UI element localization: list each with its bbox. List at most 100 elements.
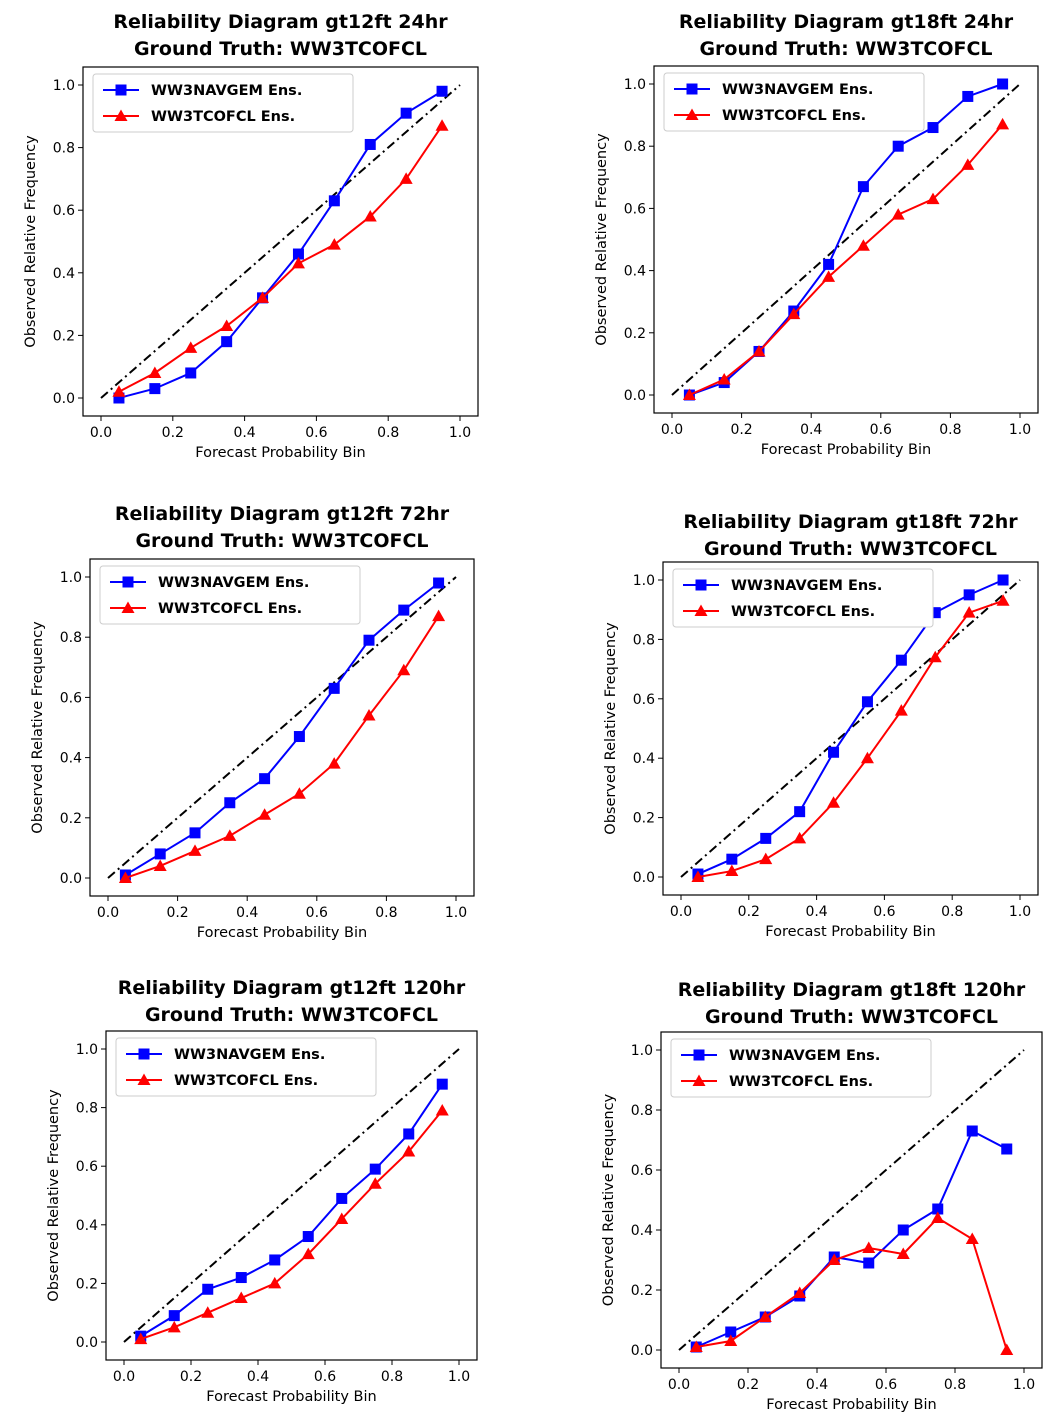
data-point-square	[963, 589, 975, 601]
data-point-triangle	[961, 158, 975, 170]
perfect-reliability-line	[678, 1049, 1025, 1351]
data-point-triangle	[134, 1332, 148, 1345]
data-point-triangle	[184, 341, 198, 353]
chart-panel-6: Reliability Diagram gt18ft 120hr Ground T…	[601, 979, 1043, 1413]
data-point-triangle	[432, 609, 446, 622]
data-point-square	[436, 1078, 448, 1090]
y-tick-label: 0.8	[631, 1103, 653, 1119]
data-point-triangle	[291, 256, 305, 269]
y-axis-label: Observed Relative Frequency	[603, 622, 619, 835]
y-tick-label: 1.0	[624, 77, 646, 93]
data-point-square	[302, 1231, 314, 1243]
x-tick-label: 0.0	[90, 425, 112, 441]
legend: WW3NAVGEM Ens. WW3TCOFCL Ens.	[672, 568, 934, 628]
y-tick-label: 0.4	[624, 264, 646, 280]
plot-frame	[653, 65, 1039, 414]
chart-title: Reliability Diagram gt12ft 120hr	[118, 977, 466, 999]
data-point-square	[403, 1128, 415, 1140]
series-ww3tcofcl	[691, 594, 1010, 882]
y-tick-label: 0.6	[53, 203, 75, 219]
x-axis-label: Forecast Probability Bin	[206, 1389, 376, 1405]
x-tick-label: 0.0	[661, 422, 683, 438]
data-point-triangle	[363, 209, 377, 222]
data-point-triangle	[928, 650, 942, 663]
data-point-triangle	[962, 606, 976, 618]
data-point-square	[369, 1163, 381, 1175]
data-point-square	[897, 1224, 909, 1236]
data-point-triangle	[758, 1310, 772, 1322]
y-axis-label: Observed Relative Frequency	[30, 621, 46, 834]
data-point-triangle	[793, 1286, 807, 1298]
x-tick-label: 0.8	[944, 1377, 966, 1393]
y-tick-label: 0.6	[76, 1159, 98, 1175]
perfect-reliability-line	[107, 576, 457, 879]
data-point-triangle	[965, 1232, 979, 1244]
series-line	[124, 582, 440, 876]
x-tick-label: 0.6	[875, 1377, 897, 1393]
data-point-square	[794, 806, 806, 818]
y-tick-label: 0.0	[60, 871, 82, 887]
series-line	[140, 1083, 444, 1337]
data-point-square	[966, 1125, 978, 1137]
data-point-square	[400, 107, 412, 119]
series-line	[697, 579, 1004, 875]
data-point-square	[861, 696, 873, 708]
chart-panel-3: Reliability Diagram gt12ft 72hr Ground Tr…	[30, 503, 475, 941]
data-point-triangle	[201, 1306, 215, 1318]
x-tick-label: 0.2	[180, 1369, 202, 1385]
data-point-square	[202, 1283, 214, 1295]
legend-box	[92, 73, 354, 133]
legend: WW3NAVGEM Ens. WW3TCOFCL Ens.	[115, 1037, 377, 1097]
y-tick-label: 0.4	[633, 751, 655, 767]
series-ww3tcofcl	[689, 1211, 1014, 1355]
data-point-triangle	[301, 1247, 315, 1260]
legend-box	[99, 565, 361, 625]
data-point-triangle	[752, 344, 766, 357]
data-point-square	[168, 1310, 180, 1322]
data-point-square	[224, 797, 236, 809]
series-ww3tcofcl	[134, 1104, 449, 1345]
y-axis-label: Observed Relative Frequency	[23, 135, 39, 348]
data-point-square	[363, 634, 375, 646]
data-point-square	[398, 604, 410, 616]
legend-label: WW3TCOFCL Ens.	[731, 604, 875, 620]
y-tick-label: 0.4	[76, 1218, 98, 1234]
series-line	[125, 615, 440, 879]
plot-frame	[660, 1031, 1043, 1369]
data-point-square	[962, 90, 974, 102]
data-point-square	[235, 1272, 247, 1284]
chart-title: Reliability Diagram gt12ft 24hr	[113, 11, 448, 33]
x-tick-label: 1.0	[448, 1369, 470, 1385]
y-tick-label: 0.6	[631, 1163, 653, 1179]
legend-label: WW3TCOFCL Ens.	[158, 601, 302, 617]
x-axis-label: Forecast Probability Bin	[765, 924, 935, 940]
x-tick-label: 0.2	[166, 905, 188, 921]
data-point-triangle	[327, 757, 341, 769]
legend-label: WW3NAVGEM Ens.	[722, 82, 873, 98]
data-point-triangle	[894, 704, 908, 716]
data-point-triangle	[153, 859, 167, 871]
series-ww3tcofcl	[682, 117, 1010, 400]
chart-title: Reliability Diagram gt12ft 72hr	[115, 503, 450, 525]
x-tick-label: 0.6	[306, 905, 328, 921]
data-point-square	[892, 140, 904, 152]
y-tick-label: 0.4	[60, 751, 82, 767]
data-point-triangle	[148, 366, 162, 378]
legend: WW3NAVGEM Ens. WW3TCOFCL Ens.	[92, 73, 354, 133]
x-tick-label: 0.2	[738, 904, 760, 920]
y-axis-label: Observed Relative Frequency	[601, 1093, 617, 1306]
data-point-triangle	[327, 238, 341, 250]
series-ww3navgem	[135, 1078, 448, 1342]
data-point-square	[328, 195, 340, 207]
x-axis-label: Forecast Probability Bin	[766, 1397, 936, 1413]
data-point-triangle	[996, 117, 1010, 130]
perfect-reliability-line	[123, 1048, 460, 1343]
x-tick-label: 1.0	[445, 905, 467, 921]
y-tick-label: 0.2	[633, 811, 655, 827]
y-tick-label: 1.0	[633, 573, 655, 589]
data-point-square	[113, 392, 125, 404]
legend-square-marker	[122, 576, 134, 588]
data-point-triangle	[856, 239, 870, 251]
data-point-triangle	[258, 808, 272, 820]
